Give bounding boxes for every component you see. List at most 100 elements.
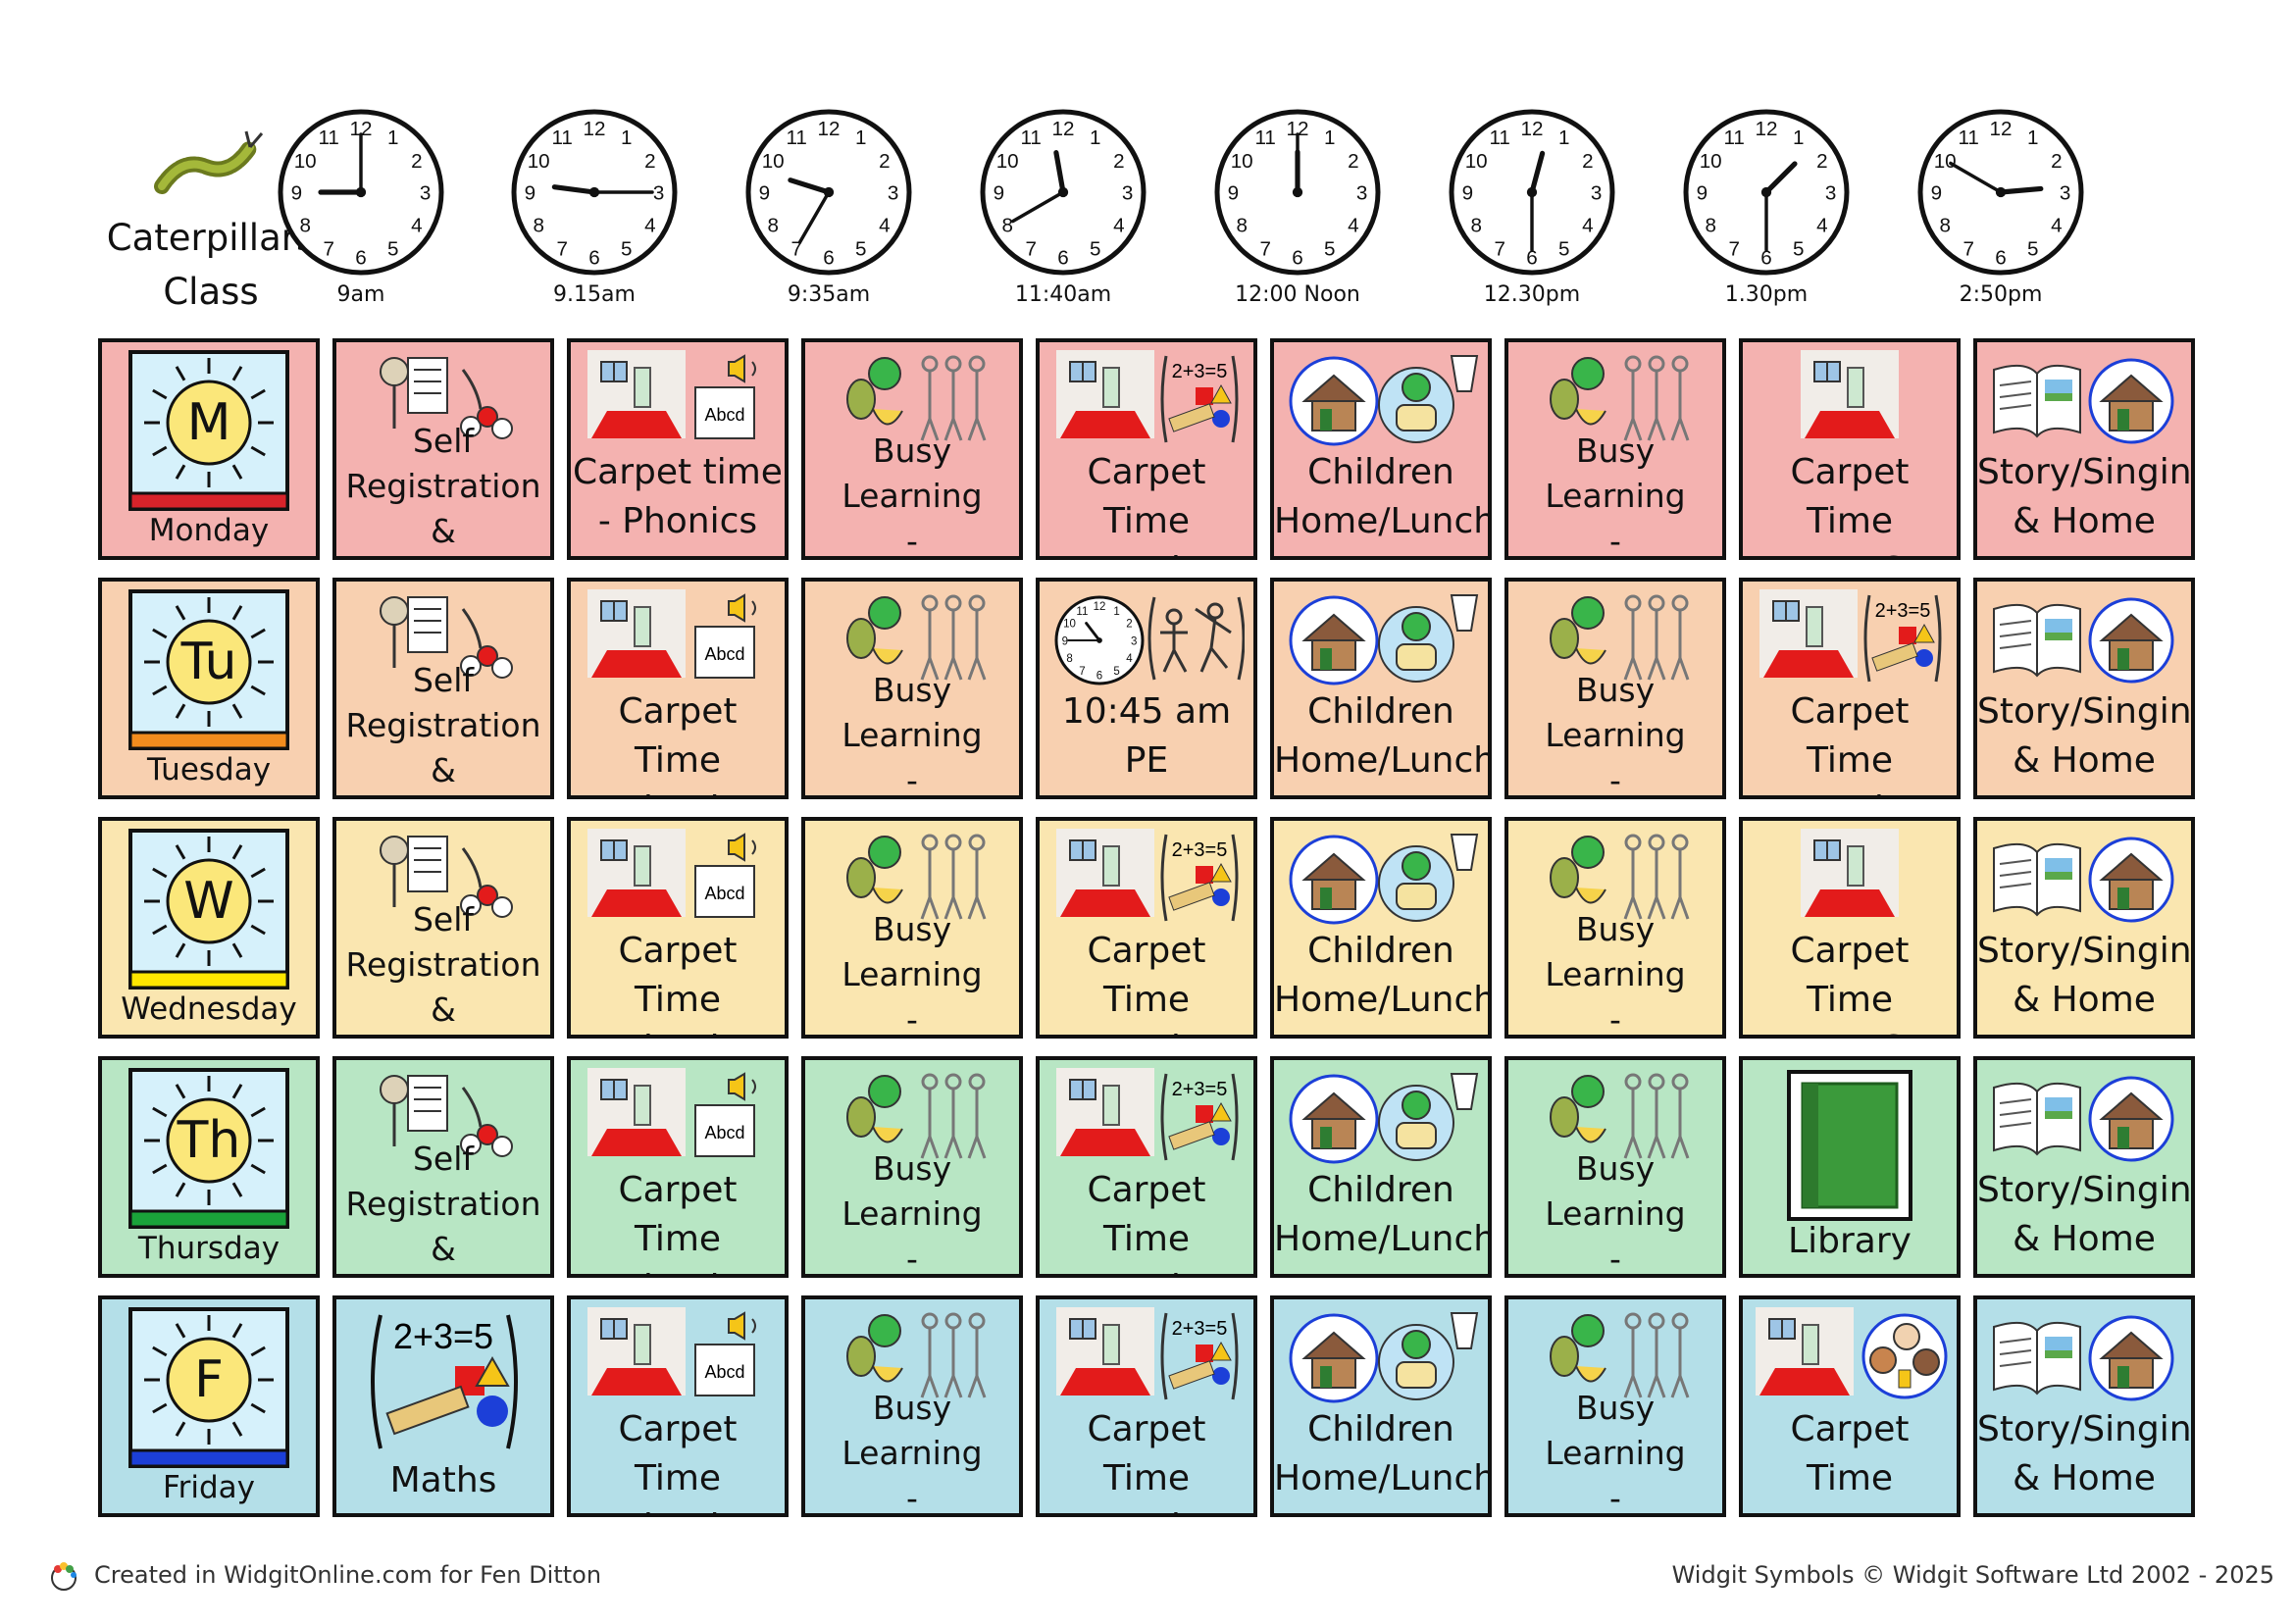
activity-cell: Busy Learning - Snack/Groups bbox=[801, 817, 1023, 1039]
svg-text:2: 2 bbox=[879, 150, 890, 173]
activity-label: Busy Learning - Snack/Groups bbox=[841, 431, 983, 560]
svg-text:9: 9 bbox=[291, 182, 302, 205]
activity-cell: Story/Singing & Home bbox=[1973, 1295, 2195, 1517]
svg-text:8: 8 bbox=[1236, 215, 1247, 237]
activity-label: Self Registration & Choosing bbox=[345, 900, 541, 1029]
svg-text:11: 11 bbox=[318, 127, 338, 149]
activity-label: Children Home/Lunch bbox=[1274, 691, 1492, 781]
svg-text:5: 5 bbox=[1793, 238, 1804, 261]
svg-text:3: 3 bbox=[420, 182, 431, 205]
carpet-phonics-icon: Abcd bbox=[571, 829, 785, 927]
svg-text:2+3=5: 2+3=5 bbox=[1172, 839, 1228, 861]
activity-label: Carpet Time - Celebration bbox=[1790, 1409, 1910, 1513]
time-column-header: 1 2 3 4 5 6 7 8 9 10 11 12 11:40am bbox=[975, 108, 1151, 307]
carpet-icon bbox=[1743, 829, 1957, 927]
time-column-header: 1 2 3 4 5 6 7 8 9 10 11 12 9:35am bbox=[740, 108, 917, 307]
activity-cell: 2+3=5 Carpet Time - Maths bbox=[1036, 1295, 1257, 1517]
svg-text:10: 10 bbox=[996, 150, 1019, 173]
svg-text:5: 5 bbox=[855, 238, 866, 261]
svg-text:5: 5 bbox=[1090, 238, 1100, 261]
activity-cell: 2+3=5 Carpet Time - Maths bbox=[1036, 1056, 1257, 1278]
maths-icon: 2+3=5 bbox=[336, 1307, 550, 1449]
clock-icon: 1 2 3 4 5 6 7 8 9 10 11 12 bbox=[1678, 108, 1855, 277]
caterpillar-icon bbox=[154, 130, 264, 194]
activity-cell: Busy Learning - Snack/Groups bbox=[801, 338, 1023, 560]
svg-text:1: 1 bbox=[1558, 127, 1569, 149]
busy-learning-icon bbox=[1508, 350, 1722, 448]
svg-text:10: 10 bbox=[1465, 150, 1488, 173]
activity-label: Carpet Time - Maths bbox=[1784, 691, 1914, 795]
svg-text:8: 8 bbox=[1470, 215, 1481, 237]
svg-text:8: 8 bbox=[299, 215, 310, 237]
activity-label: Carpet Time - EYFS bbox=[1790, 452, 1910, 556]
svg-text:4: 4 bbox=[1348, 215, 1358, 237]
activity-cell: Abcd Carpet Time - Phonics bbox=[567, 1056, 789, 1278]
activity-label: Children Home/Lunch bbox=[1274, 1170, 1492, 1259]
svg-text:12: 12 bbox=[1521, 118, 1544, 140]
activity-cell: Carpet Time - EYFS bbox=[1739, 338, 1961, 560]
activity-label: Maths bbox=[389, 1460, 497, 1500]
time-column-header: 1 2 3 4 5 6 7 8 9 10 11 12 9.15am bbox=[506, 108, 683, 307]
svg-text:12: 12 bbox=[584, 118, 606, 140]
svg-text:1: 1 bbox=[1793, 127, 1804, 149]
sun-icon bbox=[128, 350, 289, 515]
svg-text:12: 12 bbox=[818, 118, 841, 140]
registration-icon bbox=[336, 829, 550, 927]
svg-text:2+3=5: 2+3=5 bbox=[1172, 1079, 1228, 1100]
busy-learning-icon bbox=[1508, 589, 1722, 687]
time-label: 9am bbox=[336, 282, 385, 307]
activity-label: Busy Learning - Snack/Groups bbox=[1545, 910, 1686, 1039]
svg-text:11: 11 bbox=[1958, 127, 1978, 149]
activity-label: Busy Learning - Snack/Groups bbox=[1545, 671, 1686, 799]
svg-text:4: 4 bbox=[2051, 215, 2062, 237]
svg-text:8: 8 bbox=[533, 215, 543, 237]
activity-cell: Story/Singing & Home bbox=[1973, 338, 2195, 560]
svg-text:12: 12 bbox=[1094, 601, 1106, 613]
svg-text:1: 1 bbox=[1113, 606, 1119, 618]
svg-text:4: 4 bbox=[411, 215, 422, 237]
activity-cell: Children Home/Lunch bbox=[1270, 578, 1492, 799]
svg-text:8: 8 bbox=[1939, 215, 1950, 237]
activity-cell: Busy Learning - Snack/Groups bbox=[1504, 578, 1726, 799]
story-home-icon bbox=[1977, 1307, 2191, 1405]
activity-cell: Busy Learning - Snack/Groups bbox=[801, 1056, 1023, 1278]
svg-text:8: 8 bbox=[767, 215, 778, 237]
svg-text:9: 9 bbox=[759, 182, 770, 205]
svg-text:2: 2 bbox=[644, 150, 655, 173]
activity-cell: Self Registration & Choosing bbox=[332, 1056, 554, 1278]
activity-label: Busy Learning - Snack/Groups bbox=[841, 1149, 983, 1278]
home-lunch-icon bbox=[1274, 1307, 1488, 1405]
day-name: Friday bbox=[163, 1470, 255, 1505]
time-label: 2:50pm bbox=[1959, 282, 2043, 307]
story-home-icon bbox=[1977, 350, 2191, 448]
svg-text:8: 8 bbox=[1001, 215, 1012, 237]
svg-text:11: 11 bbox=[1254, 127, 1275, 149]
svg-text:9: 9 bbox=[1931, 182, 1942, 205]
svg-text:11: 11 bbox=[1020, 127, 1041, 149]
day-cell: W Wednesday bbox=[98, 817, 320, 1039]
activity-cell: Story/Singing & Home bbox=[1973, 578, 2195, 799]
registration-icon bbox=[336, 1068, 550, 1166]
activity-cell: Children Home/Lunch bbox=[1270, 1295, 1492, 1517]
activity-cell: Children Home/Lunch bbox=[1270, 338, 1492, 560]
svg-text:7: 7 bbox=[556, 238, 567, 261]
svg-text:4: 4 bbox=[1113, 215, 1124, 237]
clock-icon: 1 2 3 4 5 6 7 8 9 10 11 12 bbox=[1209, 108, 1386, 277]
svg-text:3: 3 bbox=[653, 182, 664, 205]
carpet-maths-icon: 2+3=5 bbox=[1040, 1307, 1253, 1405]
svg-text:3: 3 bbox=[1591, 182, 1602, 205]
svg-text:8: 8 bbox=[1705, 215, 1715, 237]
clock-icon: 1 2 3 4 5 6 7 8 9 10 11 12 bbox=[273, 108, 449, 277]
day-letter: M bbox=[186, 393, 231, 452]
home-lunch-icon bbox=[1274, 589, 1488, 687]
pe-clock-icon: 1 2 3 4 5 6 7 8 9 10 11 12 bbox=[1040, 589, 1253, 687]
svg-text:4: 4 bbox=[1126, 653, 1133, 665]
svg-text:10: 10 bbox=[1063, 619, 1076, 631]
activity-label: Busy Learning - Snack/Groups bbox=[1545, 1389, 1686, 1517]
svg-text:3: 3 bbox=[1825, 182, 1836, 205]
carpet-phonics-icon: Abcd bbox=[571, 350, 785, 448]
day-letter: F bbox=[194, 1350, 224, 1409]
svg-text:1: 1 bbox=[387, 127, 398, 149]
activity-label: Library bbox=[1788, 1221, 1912, 1261]
svg-text:10: 10 bbox=[1231, 150, 1253, 173]
